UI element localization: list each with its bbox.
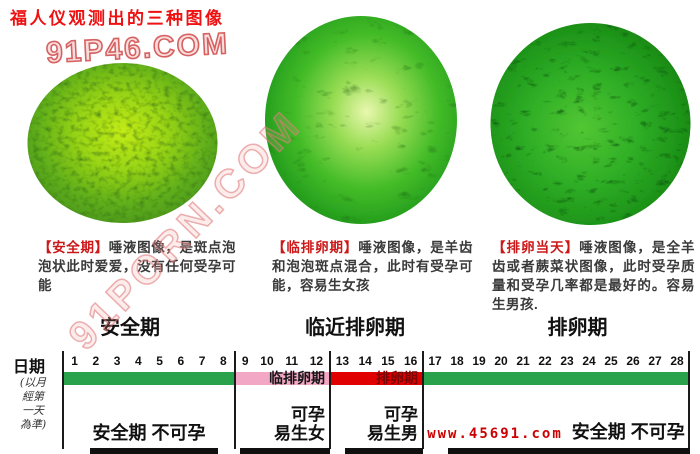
day-number: 9 — [241, 354, 249, 368]
bar-label-ovulation: 排卵期 — [376, 370, 418, 386]
axis-note-line: 一天 — [22, 404, 44, 417]
timeline-divider — [62, 351, 64, 449]
saliva-image-ovulation-day — [489, 22, 692, 231]
bottom-border-segment — [90, 448, 218, 454]
column-title-near-ovulation: 临近排卵期 — [305, 317, 405, 339]
day-number: 1 — [71, 354, 78, 368]
day-numbers-row: 17 18 19 20 21 22 23 24 25 26 27 28 — [424, 354, 688, 368]
day-number: 20 — [494, 354, 508, 368]
period-bar-red — [331, 372, 422, 385]
date-axis-note: (以月 經第 一天 為準) — [10, 376, 56, 432]
period-tag-safe: 【安全期】 — [38, 240, 109, 255]
day-number: 19 — [472, 354, 486, 368]
description-text: 唾液图像，是斑点泡泡状此时爱爱，没有任何受孕可能 — [38, 240, 237, 293]
website-url-text: www.45691.com — [427, 426, 563, 442]
day-number: 14 — [358, 354, 372, 368]
day-number: 24 — [582, 354, 596, 368]
section-note: 易生男 — [367, 424, 418, 443]
day-number: 11 — [285, 354, 299, 368]
timeline-divider — [234, 351, 236, 449]
day-number: 23 — [560, 354, 574, 368]
bottom-border-segment — [448, 448, 690, 454]
timeline-divider — [422, 351, 424, 449]
bottom-border-segment — [345, 448, 423, 454]
day-number: 6 — [177, 354, 185, 368]
day-number: 16 — [403, 354, 418, 368]
timeline-divider — [329, 351, 331, 449]
column-title-safe-period: 安全期 — [100, 317, 160, 339]
day-number: 22 — [538, 354, 552, 368]
day-number: 25 — [604, 354, 618, 368]
timeline-section-ovulation: 13 14 15 16 排卵期 可孕 易生男 — [331, 351, 422, 448]
section-note-row: www.45691.com 安全期 不可孕 — [424, 418, 688, 444]
day-numbers-row: 9 10 11 12 — [236, 354, 329, 368]
day-number: 18 — [450, 354, 464, 368]
day-number: 15 — [381, 354, 395, 368]
day-number: 2 — [92, 354, 100, 368]
saliva-image-near-ovulation — [264, 15, 458, 230]
bar-label-near-ovulation: 临排卵期 — [269, 370, 325, 386]
sphere-ovulation-icon — [490, 23, 691, 225]
day-number: 28 — [670, 354, 684, 368]
period-bar-green — [424, 372, 688, 385]
column-title-ovulation: 排卵期 — [547, 317, 608, 339]
axis-note-line: (以月 — [19, 376, 47, 389]
day-number: 7 — [198, 354, 206, 368]
day-number: 26 — [626, 354, 640, 368]
day-number: 27 — [648, 354, 662, 368]
description-text: 唾液图像，是全羊齿或者蕨菜状图像，此时受孕质量和受孕几率都是最好的。容易生男孩. — [492, 240, 696, 312]
bottom-border-segment — [240, 448, 330, 454]
timeline-divider — [688, 351, 690, 449]
day-number: 3 — [113, 354, 121, 368]
timeline-section-safe-2: 17 18 19 20 21 22 23 24 25 26 27 28 www.45691.com 安… — [424, 351, 688, 448]
page-title: 福人仪观测出的三种图像 — [10, 9, 225, 28]
axis-note-line: 經第 — [22, 390, 44, 403]
period-bar-pink — [236, 372, 329, 385]
description-near-ovulation: 【临排卵期】唾液图像，是羊齿和泡泡斑点混合，此时有受孕可能，容易生女孩 — [272, 238, 473, 295]
section-note: 可孕 — [291, 405, 325, 424]
period-tag-near-ovulation: 【临排卵期】 — [272, 240, 359, 255]
day-numbers-row: 13 14 15 16 — [331, 354, 422, 368]
day-number: 13 — [335, 354, 350, 368]
section-note: 安全期 不可孕 — [92, 423, 206, 443]
sphere-near-ovulation-icon — [265, 16, 457, 224]
axis-note-line: 為準) — [19, 418, 47, 431]
period-tag-ovulation-day: 【排卵当天】 — [492, 240, 580, 255]
sphere-safe-icon — [27, 63, 218, 223]
saliva-image-safe-period — [27, 62, 218, 229]
period-bar-green — [64, 372, 234, 385]
day-number: 4 — [135, 354, 142, 368]
timeline-section-near-ovulation: 9 10 11 12 临排卵期 可孕 易生女 — [236, 351, 329, 448]
day-number: 21 — [516, 354, 530, 368]
day-number: 10 — [260, 354, 274, 368]
day-number: 12 — [309, 354, 324, 368]
section-note: 安全期 不可孕 — [571, 422, 685, 442]
date-axis-label: 日期 — [13, 359, 46, 376]
section-note: 易生女 — [274, 424, 325, 443]
description-text: 唾液图像，是羊齿和泡泡斑点混合，此时有受孕可能，容易生女孩 — [272, 240, 474, 293]
day-number: 8 — [220, 354, 227, 368]
description-ovulation-day: 【排卵当天】唾液图像，是全羊齿或者蕨菜状图像，此时受孕质量和受孕几率都是最好的。… — [492, 238, 695, 314]
section-note: 可孕 — [384, 405, 418, 424]
description-safe-period: 【安全期】唾液图像，是斑点泡泡状此时爱爱，没有任何受孕可能 — [38, 238, 236, 295]
day-number: 5 — [156, 354, 163, 368]
day-number: 17 — [428, 354, 442, 368]
